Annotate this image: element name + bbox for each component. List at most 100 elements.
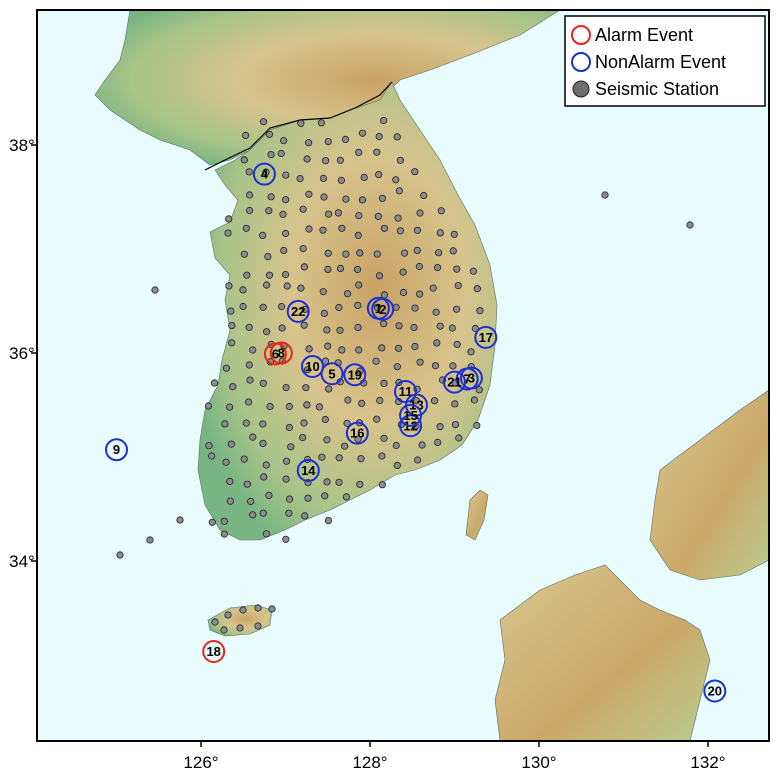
seismic-station-marker xyxy=(338,346,346,354)
seismic-station-marker xyxy=(305,225,313,233)
seismic-station-marker xyxy=(396,156,404,164)
seismic-station-marker xyxy=(393,363,401,371)
seismic-station-marker xyxy=(434,249,443,257)
seismic-station-marker xyxy=(400,249,409,257)
seismic-station-marker xyxy=(245,168,253,176)
event-id-label: 14 xyxy=(301,463,316,478)
seismic-station-marker xyxy=(301,512,309,520)
seismic-station-marker xyxy=(395,322,403,330)
seismic-station-marker xyxy=(341,135,350,143)
seismic-station-marker xyxy=(259,303,267,311)
seismic-station-marker xyxy=(146,536,154,544)
seismic-station-marker xyxy=(226,477,234,485)
seismic-station-marker xyxy=(318,453,326,461)
seismic-station-marker xyxy=(304,494,312,502)
seismic-station-marker xyxy=(380,291,388,299)
map-frame xyxy=(36,9,770,742)
seismic-station-marker xyxy=(451,420,460,429)
seismic-station-marker xyxy=(176,516,184,524)
seismic-station-marker xyxy=(378,344,386,352)
seismic-station-marker xyxy=(686,221,694,229)
nonalarm-event-marker xyxy=(455,367,479,391)
seismic-station-marker xyxy=(320,309,328,317)
event-id-label: 2 xyxy=(379,302,386,317)
seismic-station-marker xyxy=(245,398,253,406)
seismic-station-marker xyxy=(305,190,313,198)
seismic-station-marker xyxy=(281,229,290,238)
nonalarm-event-marker xyxy=(343,363,367,387)
alarm-event-marker xyxy=(202,640,226,663)
alarm-legend-icon xyxy=(571,25,591,45)
seismic-station-marker xyxy=(455,434,463,442)
seismic-station-marker xyxy=(432,308,440,316)
event-id-label: 22 xyxy=(291,304,305,319)
seismic-station-marker xyxy=(321,492,329,500)
legend-alarm-label: Alarm Event xyxy=(595,25,693,45)
seismic-station-marker xyxy=(259,509,267,517)
seismic-station-marker xyxy=(373,415,381,423)
alarm-event-marker xyxy=(269,341,293,365)
seismic-station-marker xyxy=(355,212,363,220)
seismic-station-marker xyxy=(226,497,234,505)
seismic-station-marker xyxy=(373,148,381,156)
seismic-station-marker xyxy=(336,264,345,272)
nonalarm-event-marker xyxy=(443,370,466,394)
seismic-station-marker xyxy=(205,442,213,450)
seismic-station-marker xyxy=(265,491,273,499)
seismic-station-marker xyxy=(282,171,290,179)
nonalarm-event-marker xyxy=(474,325,498,349)
seismic-station-marker xyxy=(279,210,287,218)
seismic-station-marker xyxy=(356,249,364,257)
seismic-station-marker xyxy=(300,419,308,427)
seismic-station-marker xyxy=(335,454,343,462)
seismic-station-marker xyxy=(228,321,236,330)
seismic-station-marker xyxy=(267,193,275,201)
seismic-station-marker xyxy=(448,324,456,332)
seismic-station-marker xyxy=(240,156,248,164)
seismic-station-marker xyxy=(285,423,293,432)
seismic-station-marker xyxy=(416,358,424,366)
seismic-station-marker xyxy=(242,419,250,427)
event-id-label: 21 xyxy=(447,375,461,390)
seismic-station-marker xyxy=(420,191,428,200)
seismic-station-marker xyxy=(375,133,383,141)
seismic-station-marker xyxy=(336,156,344,164)
seismic-station-marker xyxy=(373,303,382,311)
seismic-station-marker xyxy=(323,436,331,444)
seismic-station-marker xyxy=(334,209,342,217)
seismic-station-marker xyxy=(220,530,228,538)
seismic-station-marker xyxy=(116,551,124,559)
event-id-label: 4 xyxy=(261,167,269,182)
seismic-station-marker xyxy=(245,361,253,369)
seismic-station-marker xyxy=(265,130,273,138)
seismic-station-marker xyxy=(287,443,295,451)
seismic-station-marker xyxy=(411,168,419,176)
seismic-station-marker xyxy=(473,285,481,293)
seismic-station-marker xyxy=(324,249,332,257)
seismic-station-marker xyxy=(354,231,362,239)
seismic-station-marker xyxy=(249,433,257,441)
seismic-station-marker xyxy=(324,138,332,146)
seismic-station-marker xyxy=(453,265,461,273)
seismic-station-marker xyxy=(356,367,364,375)
seismic-station-marker xyxy=(267,151,275,159)
seismic-station-marker xyxy=(224,611,232,619)
event-id-label: 6 xyxy=(272,347,279,362)
seismic-station-marker xyxy=(450,230,458,238)
seismic-station-marker xyxy=(319,174,328,182)
seismic-stations xyxy=(116,116,694,634)
seismic-station-marker xyxy=(449,362,457,370)
seismic-station-marker xyxy=(320,193,328,201)
seismic-station-marker xyxy=(373,250,381,258)
seismic-station-marker xyxy=(335,478,343,486)
event-id-label: 7 xyxy=(464,372,471,387)
seismic-station-marker xyxy=(601,191,609,199)
seismic-station-marker xyxy=(246,376,254,384)
seismic-station-marker xyxy=(228,339,236,347)
seismic-station-marker xyxy=(302,384,310,392)
nonalarm-event-marker xyxy=(399,414,423,438)
seismic-station-marker xyxy=(265,271,274,279)
seismic-station-marker xyxy=(281,196,290,204)
seismic-station-marker xyxy=(434,438,442,446)
seismic-station-marker xyxy=(416,290,424,298)
